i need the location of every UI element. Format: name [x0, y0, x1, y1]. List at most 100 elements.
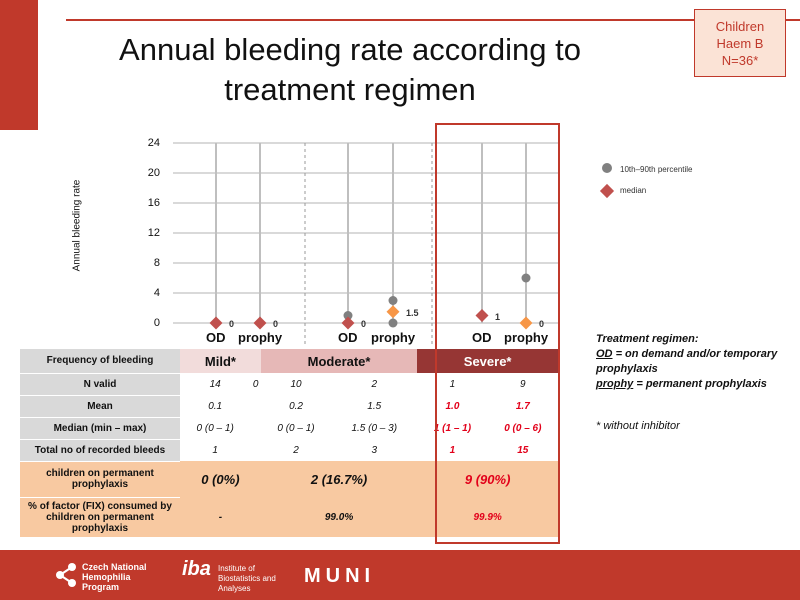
y-tick-label: 16: [147, 197, 160, 209]
prophy-definition: = permanent prophylaxis: [636, 378, 767, 390]
y-tick-label: 20: [147, 167, 160, 179]
table-cell: 99.9%: [417, 497, 558, 537]
group-header-moderate: Moderate*: [260, 349, 418, 373]
row-label: Median (min – max): [20, 417, 180, 440]
table-cell: 0.2: [289, 400, 303, 412]
severe-highlight-box: [435, 123, 560, 544]
x-category-label: prophy: [371, 330, 416, 345]
header-label: Frequency of bleeding: [20, 349, 180, 374]
table-cell: 2 (16.7%): [260, 461, 418, 497]
median-marker: [253, 316, 267, 330]
legend-percentile-label: 10th–90th percentile: [620, 165, 693, 174]
table-cell: 9 (90%): [417, 461, 558, 497]
y-tick-label: 8: [153, 257, 160, 269]
row-label: Total no of recorded bleeds: [20, 439, 180, 462]
median-marker: [386, 305, 400, 319]
row-label: N valid: [20, 373, 180, 396]
table-cell: [250, 439, 261, 461]
percentile-point: [343, 311, 353, 320]
footer-bar: Czech National Hemophilia Program iba In…: [0, 550, 800, 600]
row-label: % of factor (FIX) consumed by children o…: [20, 497, 180, 538]
table-cell: 10: [290, 378, 302, 390]
median-marker: [519, 316, 533, 330]
legend-median-label: median: [620, 186, 647, 195]
badge-line: Children: [715, 19, 765, 34]
table-cell: 14: [209, 378, 221, 390]
table-cell: 0: [252, 378, 259, 390]
table-cell: 0 (0 – 6): [504, 422, 542, 434]
table-cell: 1: [449, 378, 456, 390]
regimen-heading: Treatment regimen:: [596, 333, 699, 345]
median-marker: [209, 316, 223, 330]
table-cell: 2: [293, 444, 299, 456]
y-tick-label: 12: [147, 227, 160, 239]
y-tick-label: 0: [153, 317, 160, 329]
percentile-point: [388, 296, 398, 305]
table-cell: [250, 417, 261, 439]
table-cell: -: [180, 497, 261, 537]
table-header-row: Frequency of bleeding Mild* Moderate* Se…: [20, 349, 558, 374]
table-row: N valid 14 0 10 2 1 9: [20, 373, 558, 396]
median-marker: [341, 316, 355, 330]
data-label: 0: [539, 319, 545, 329]
table-cell: 1 (1 – 1): [433, 422, 472, 434]
iba-name: Institute of Biostatistics and Analyses: [218, 564, 276, 593]
table-cell: 1.5 (0 – 3): [351, 422, 398, 434]
data-label: 1.5: [406, 307, 419, 318]
table-cell: 3: [371, 444, 378, 456]
x-category-label: OD: [472, 330, 492, 345]
table-cell: 1: [449, 444, 456, 456]
table-cell: 0 (0%): [180, 461, 261, 497]
y-tick-label: 4: [153, 287, 160, 299]
x-category-label: OD: [206, 330, 226, 345]
program-name: Czech National Hemophilia Program: [82, 562, 147, 592]
table-cell: 15: [517, 444, 529, 456]
data-label: 0: [273, 319, 279, 329]
table-cell: 1.7: [515, 400, 530, 412]
table-cell: 0.1: [208, 400, 223, 412]
badge-line: Haem B: [716, 36, 764, 51]
row-label: Mean: [20, 395, 180, 418]
table-row-factor: % of factor (FIX) consumed by children o…: [20, 497, 558, 538]
data-label: 1: [495, 311, 501, 322]
table-cell: 0 (0 – 1): [196, 422, 234, 434]
legend-percentile-marker: [602, 163, 612, 173]
regimen-note: Treatment regimen: OD = on demand and/or…: [596, 332, 800, 392]
od-definition: = on demand and/or temporary prophylaxis: [596, 348, 778, 375]
table-row: Mean 0.1 0.2 1.5 1.0 1.7: [20, 395, 558, 418]
table-cell: [250, 395, 261, 417]
table-row: Total no of recorded bleeds 1 2 3 1 15: [20, 439, 558, 462]
data-label: 0: [229, 319, 235, 329]
iba-logo: iba: [182, 558, 211, 580]
prophy-term: prophy: [596, 378, 634, 390]
row-label: children on permanent prophylaxis: [20, 461, 180, 498]
x-category-label: prophy: [504, 330, 549, 345]
statistics-table: Frequency of bleeding Mild* Moderate* Se…: [20, 349, 558, 538]
table-cell: 1: [212, 444, 218, 456]
y-tick-label: 24: [147, 137, 160, 149]
x-category-label: prophy: [238, 330, 283, 345]
table-cell: 1.5: [367, 400, 382, 412]
median-marker: [475, 309, 489, 322]
muni-logo: MUNI: [304, 565, 376, 587]
badge-line: N=36*: [721, 53, 759, 68]
table-cell: 1.0: [445, 400, 460, 412]
table-cell: 99.0%: [260, 497, 418, 537]
cohort-badge: Children Haem B N=36*: [694, 9, 786, 77]
percentile-point: [388, 318, 398, 328]
hemophilia-program-logo-icon: [56, 563, 76, 587]
x-category-label: OD: [338, 330, 358, 345]
group-header-mild: Mild*: [180, 349, 261, 373]
percentile-point: [521, 273, 531, 283]
group-header-severe: Severe*: [417, 349, 558, 373]
table-row-prophylaxis: children on permanent prophylaxis 0 (0%)…: [20, 461, 558, 498]
table-row: Median (min – max) 0 (0 – 1) 0 (0 – 1) 1…: [20, 417, 558, 440]
table-cell: 9: [520, 378, 526, 390]
data-label: 0: [361, 319, 367, 329]
slide-title: Annual bleeding rate according to treatm…: [119, 32, 581, 107]
table-cell: 2: [371, 378, 378, 390]
table-cell: 0 (0 – 1): [277, 422, 315, 434]
top-rule: [66, 19, 800, 21]
footnote: * without inhibitor: [596, 420, 680, 432]
